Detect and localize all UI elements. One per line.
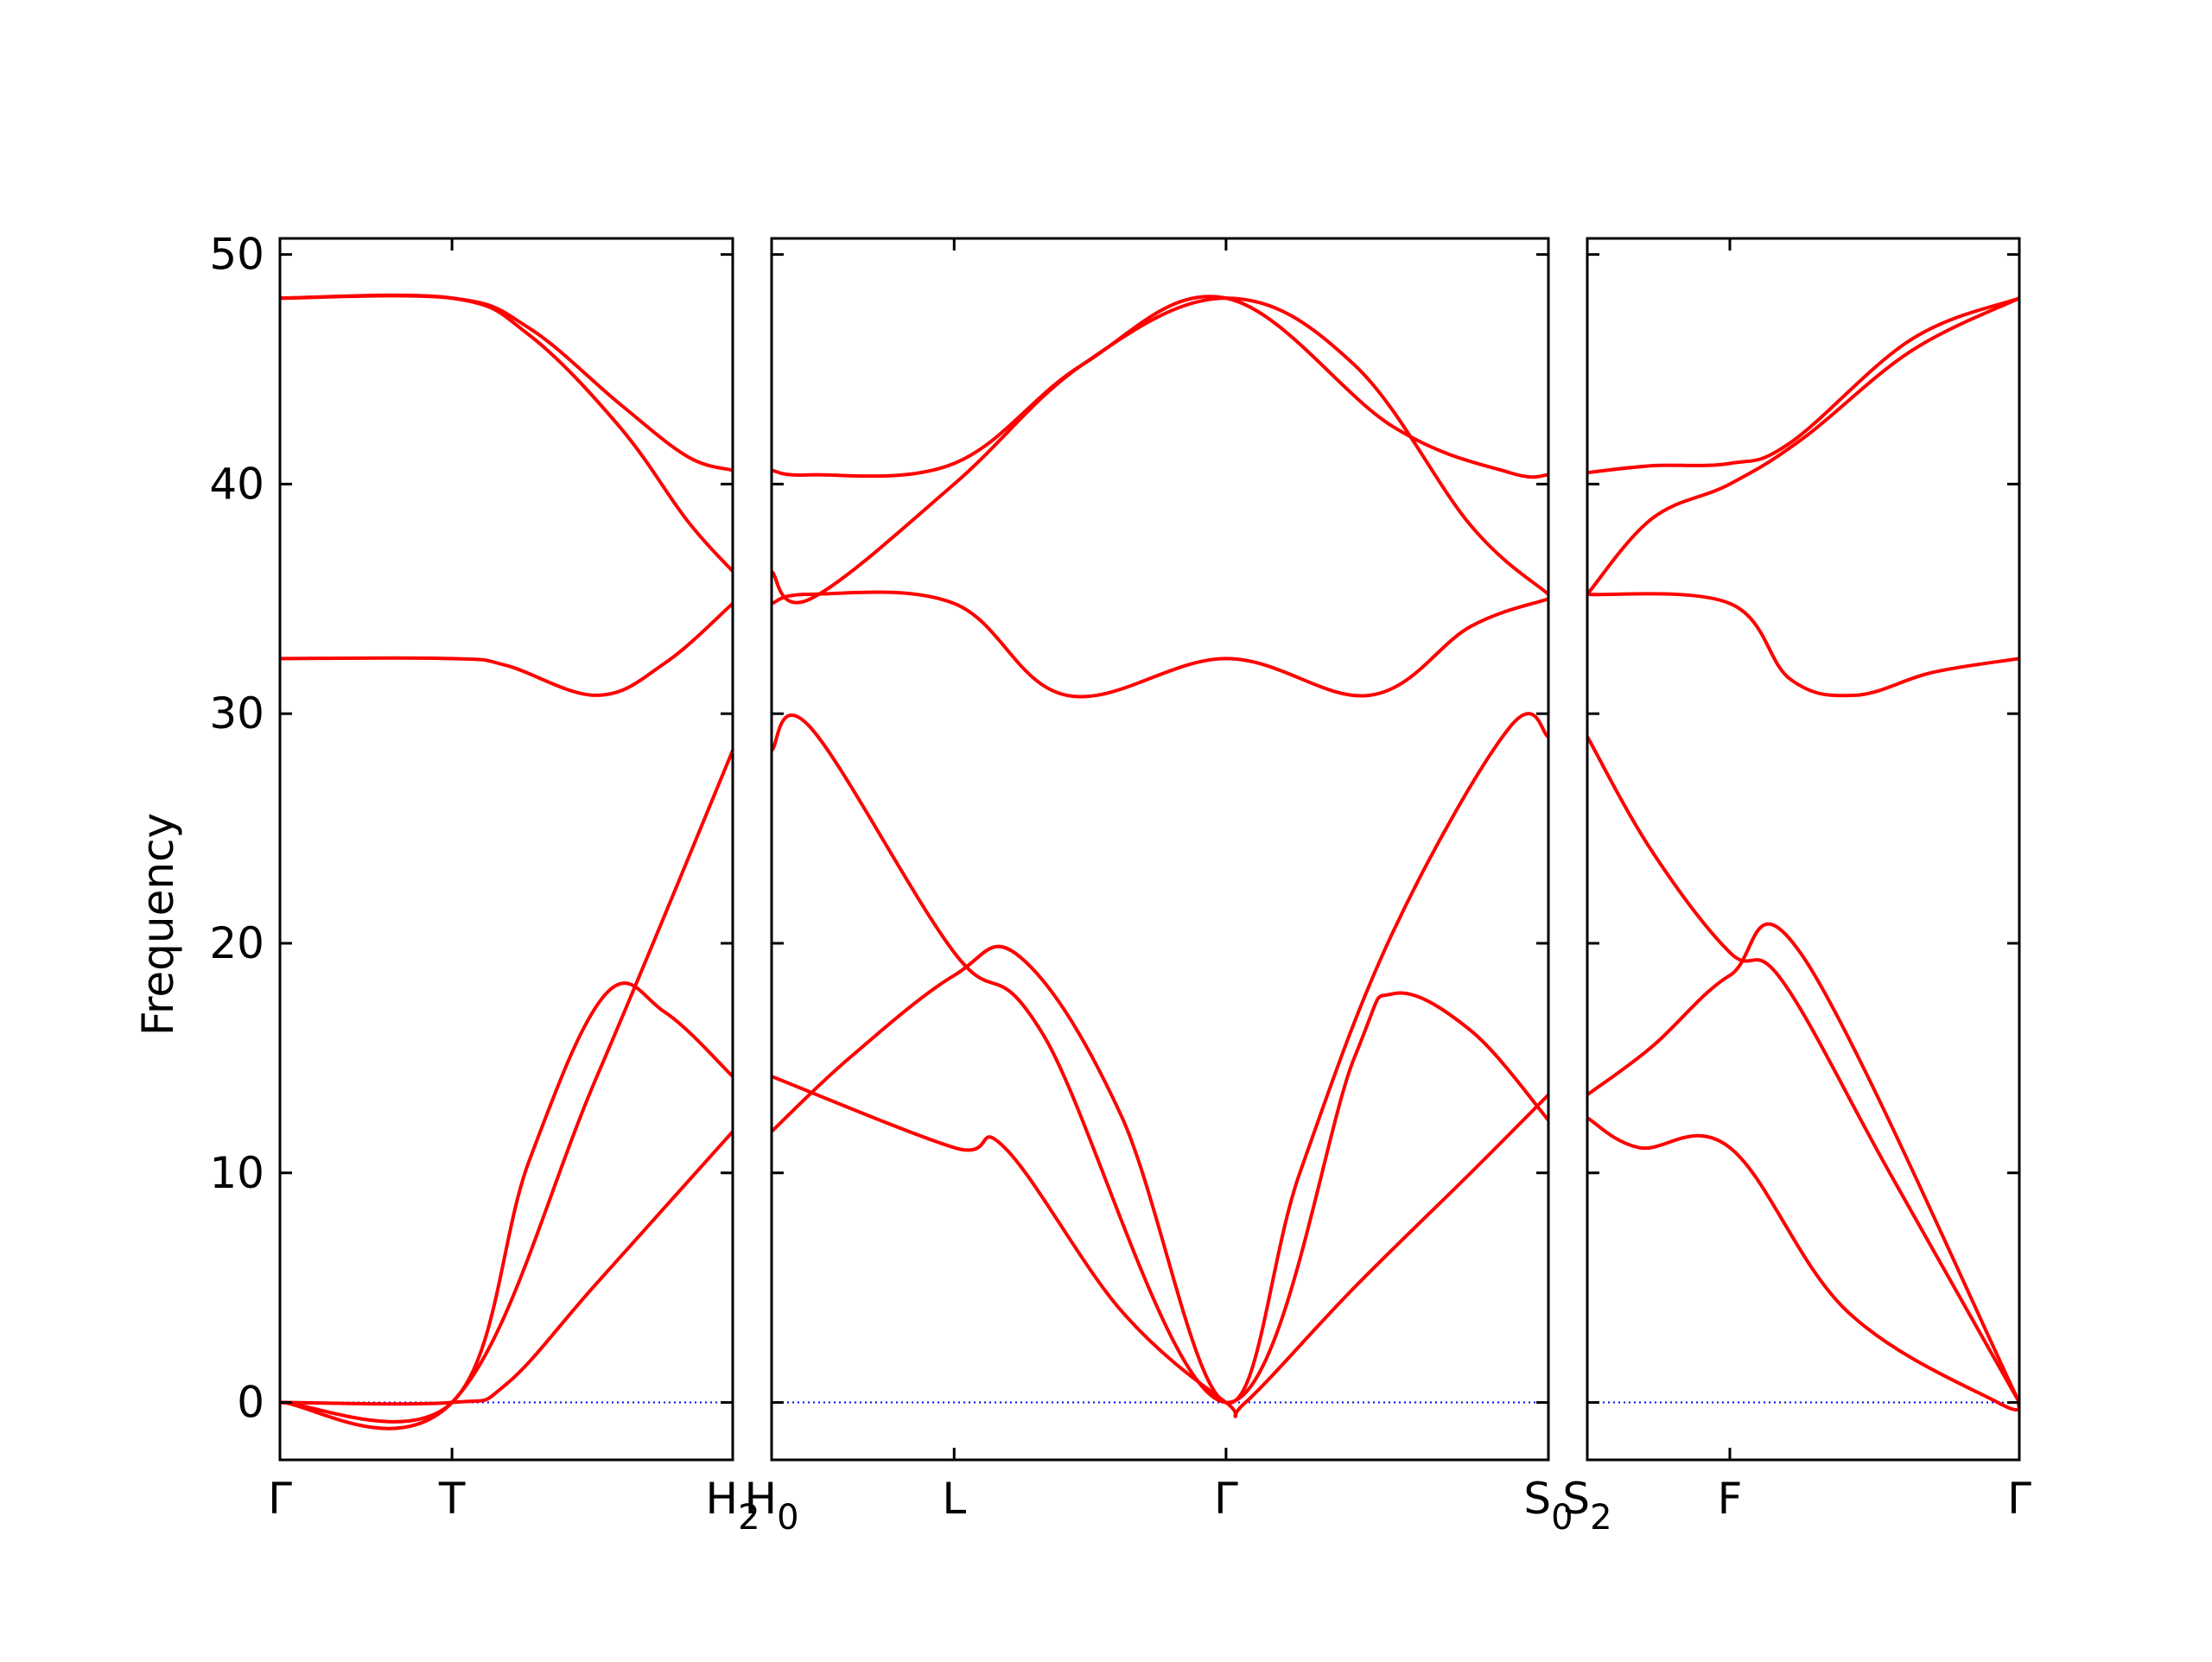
y-tick-label: 0 — [237, 1378, 264, 1428]
phonon-band6 — [1587, 296, 2019, 475]
x-tick-label: Γ — [1214, 1474, 1238, 1524]
x-tick-label-subscript: 2 — [1590, 1498, 1611, 1538]
panel-3: S2 F Γ — [1562, 237, 2031, 1538]
panel-frame — [278, 237, 734, 1462]
x-tick-label: L — [942, 1474, 966, 1524]
phonon-band6 — [772, 295, 1548, 479]
phonon-band3 — [772, 713, 1548, 1405]
x-tick-label-subscript: 0 — [777, 1498, 798, 1538]
phonon-band1 — [280, 1129, 733, 1406]
x-tick-label: Γ — [2007, 1474, 2031, 1524]
x-tick-label-subscript: 2 — [738, 1498, 760, 1538]
band-lines — [772, 295, 1548, 1418]
phonon-band1 — [772, 1075, 1548, 1418]
phonon-band5 — [1587, 296, 2019, 596]
panel-frame — [770, 237, 1550, 1462]
y-tick-label: 50 — [209, 230, 264, 280]
y-tick-label: 40 — [209, 459, 264, 509]
phonon-band6 — [280, 293, 733, 574]
x-tick-label: F — [1718, 1474, 1743, 1524]
phonon-band4 — [280, 601, 733, 697]
x-tick-label: T — [438, 1474, 466, 1524]
phonon-band3 — [1587, 734, 2019, 1405]
phonon-band4 — [772, 590, 1548, 699]
y-tick-label: 30 — [209, 688, 264, 739]
phonon-band1 — [1587, 1115, 2019, 1412]
x-tick-label: Γ — [268, 1474, 292, 1524]
y-tick-label: 10 — [209, 1148, 264, 1198]
band-lines — [1587, 296, 2019, 1412]
panel-frame — [1586, 237, 2021, 1462]
x-tick-label-subscript: 0 — [1551, 1498, 1573, 1538]
y-tick-label: 20 — [209, 918, 264, 968]
phonon-band4 — [1587, 592, 2019, 698]
phonon-band5 — [772, 296, 1548, 605]
y-axis-label: Frequency — [133, 813, 183, 1036]
phonon-band2 — [772, 712, 1548, 1405]
phonon-band3 — [280, 981, 733, 1424]
band-lines — [280, 293, 733, 1430]
phonon-band2 — [1587, 922, 2019, 1405]
phonon-band2 — [280, 748, 733, 1430]
